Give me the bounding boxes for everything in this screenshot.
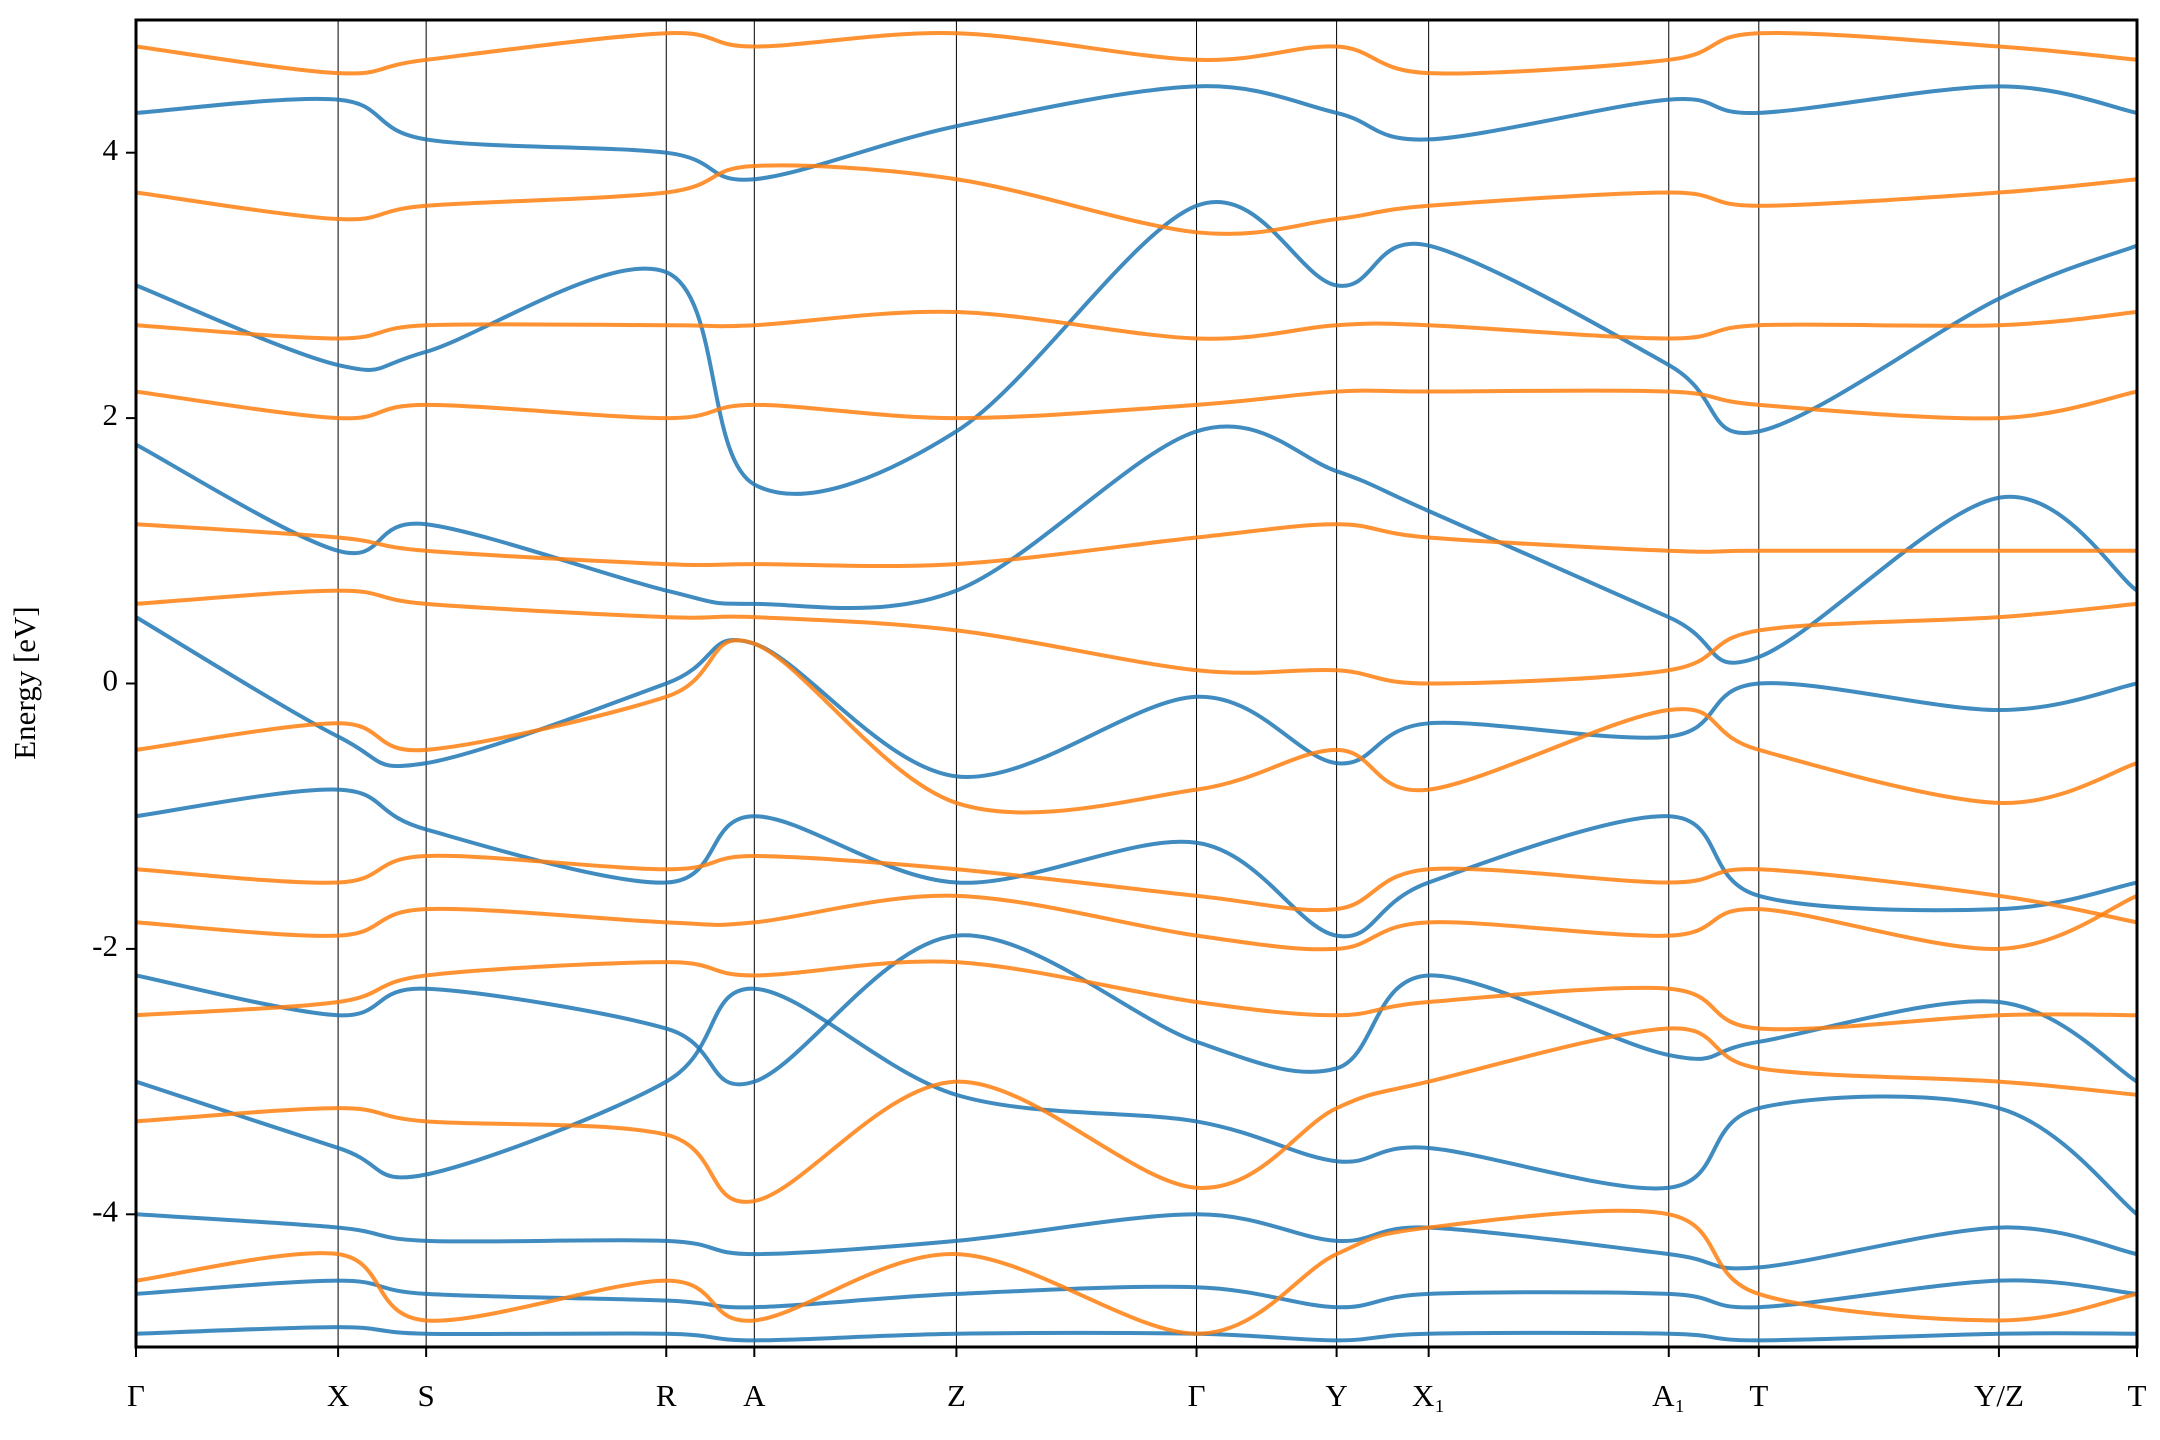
x-tick-label: Γ — [127, 1378, 145, 1413]
plot-frame — [134, 18, 2139, 1349]
band-line — [136, 84, 2137, 182]
x-tick-label: R — [656, 1378, 677, 1413]
x-tick-label: T — [2128, 1378, 2147, 1413]
x-tick-label: Y/Z — [1974, 1378, 2024, 1413]
band-line — [136, 588, 2137, 686]
band-line — [136, 424, 2137, 665]
y-tick-label: 2 — [103, 397, 119, 432]
band-line — [136, 986, 2137, 1216]
band-line — [136, 522, 2137, 569]
y-tick-label: -4 — [92, 1193, 118, 1228]
y-tick-label: 0 — [103, 663, 119, 698]
band-line — [136, 31, 2137, 76]
x-tick-label: Γ — [1188, 1378, 1206, 1413]
x-tick-label: A — [743, 1378, 766, 1413]
y-tick-label: -2 — [92, 928, 118, 963]
band-line — [136, 388, 2137, 421]
band-line — [136, 893, 2137, 952]
x-tick-label: S — [418, 1378, 435, 1413]
band-line — [136, 1026, 2137, 1204]
x-tick-label: T — [1749, 1378, 1768, 1413]
x-tick-label: X — [327, 1378, 349, 1413]
band-line — [136, 1278, 2137, 1310]
band-line — [136, 853, 2137, 925]
band-line — [136, 638, 2137, 815]
band-line — [136, 163, 2137, 236]
band-line — [136, 933, 2137, 1087]
band-line — [136, 1212, 2137, 1271]
band-line — [136, 200, 2137, 496]
band-line — [136, 1325, 2137, 1343]
band-line — [136, 787, 2137, 939]
x-tick-label: A₁ — [1652, 1378, 1685, 1413]
band-line — [136, 309, 2137, 341]
x-tick-label: Z — [947, 1378, 966, 1413]
y-tick-label: 4 — [103, 132, 119, 167]
band-line — [136, 959, 2137, 1032]
x-tick-label: Y — [1325, 1378, 1347, 1413]
band-line — [136, 615, 2137, 779]
y-axis-label: Energy [eV] — [7, 606, 42, 760]
x-tick-label: X₁ — [1412, 1378, 1445, 1413]
band-line — [136, 1208, 2137, 1336]
